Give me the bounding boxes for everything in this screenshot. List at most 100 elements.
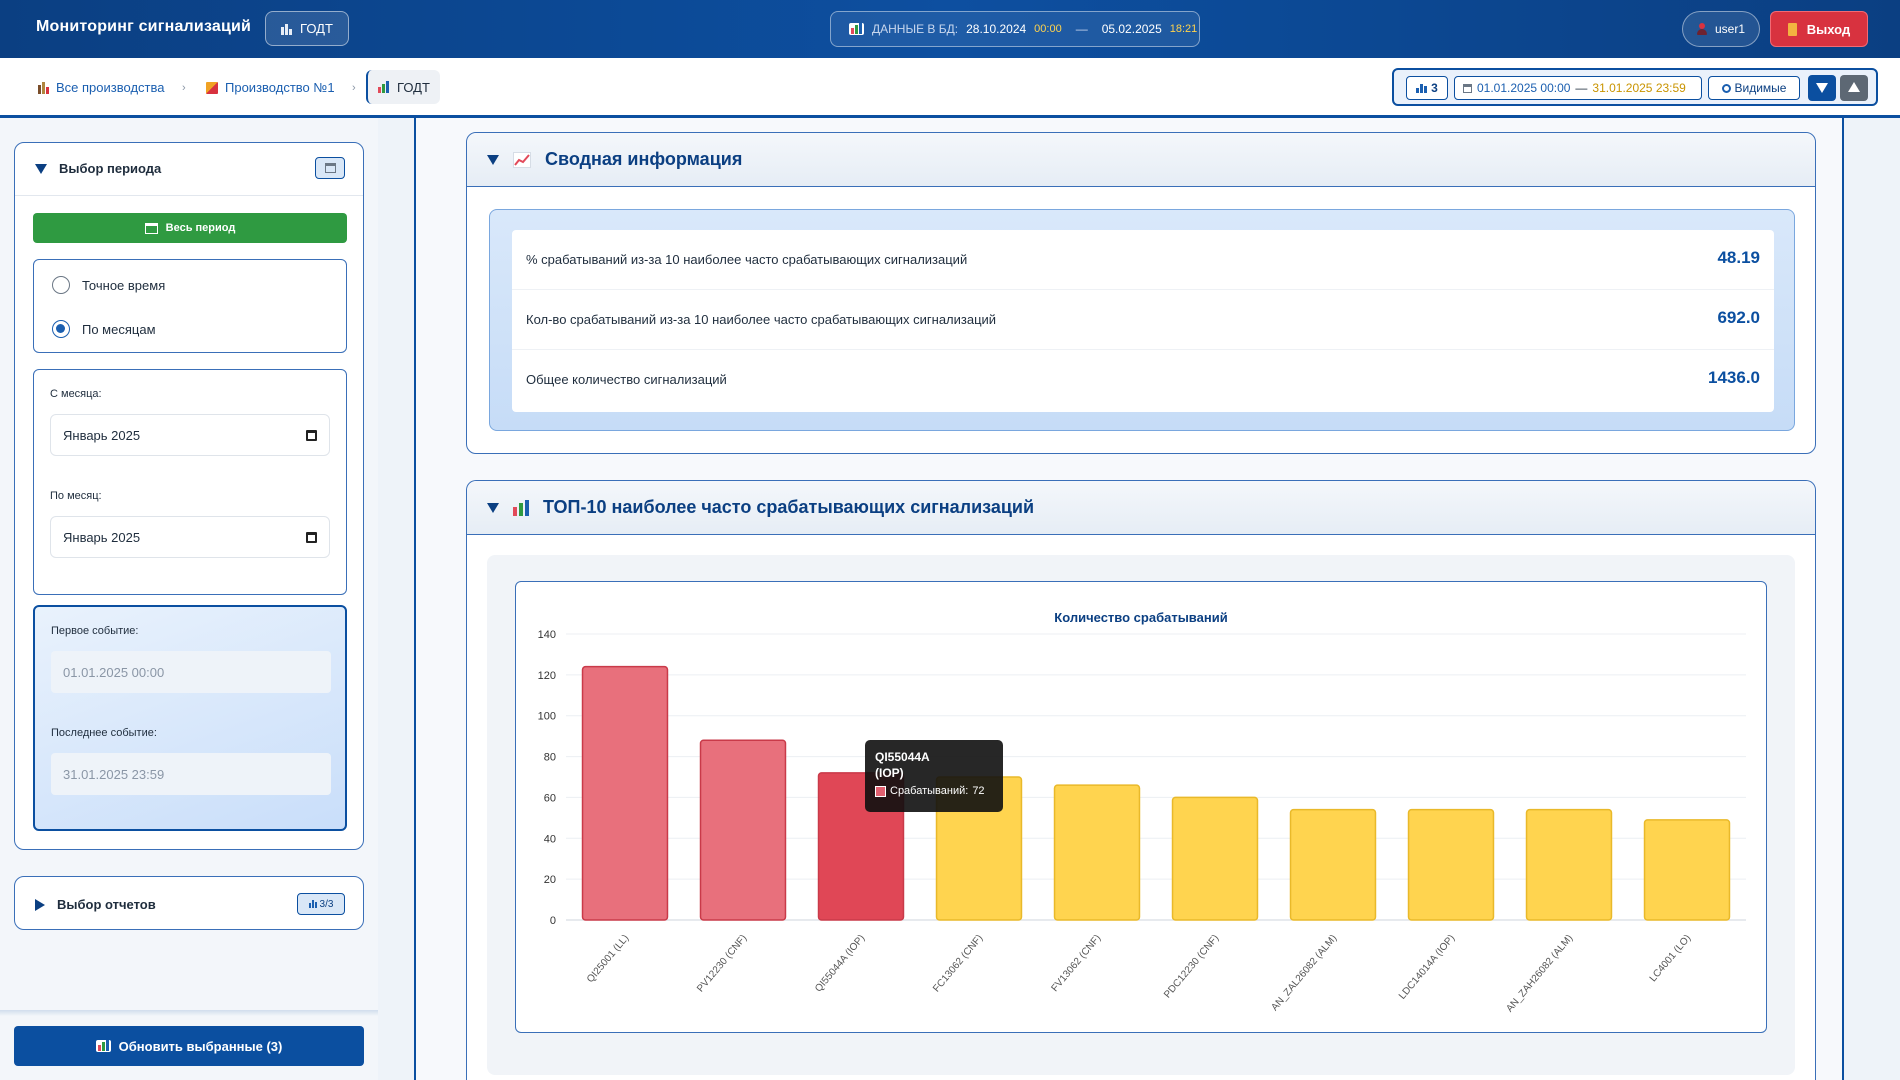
tooltip-title-line1: QI55044A bbox=[875, 750, 930, 764]
chart-bar[interactable] bbox=[699, 739, 787, 921]
calendar-icon bbox=[144, 222, 158, 234]
user-icon bbox=[1696, 23, 1707, 35]
chart-bar[interactable] bbox=[1525, 808, 1613, 921]
tooltip-swatch bbox=[875, 785, 886, 797]
summary-row-label: Общее количество сигнализаций bbox=[526, 372, 727, 387]
chart-bar[interactable] bbox=[1053, 784, 1141, 921]
collapse-triangle-icon bbox=[35, 163, 47, 174]
x-tick-label: LDC14014A (IOP) bbox=[1397, 933, 1457, 1002]
radio-circle[interactable] bbox=[52, 276, 70, 294]
calendar-icon bbox=[1463, 83, 1472, 93]
range-end: 31.01.2025 23:59 bbox=[1592, 81, 1686, 95]
x-tick-label: LC4001 (LO) bbox=[1648, 933, 1694, 984]
chart-bar[interactable] bbox=[1407, 808, 1495, 921]
chart-bar[interactable] bbox=[1289, 808, 1377, 921]
to-month-value: Январь 2025 bbox=[63, 529, 141, 545]
tooltip-series-label: Срабатываний: bbox=[890, 785, 969, 797]
door-icon bbox=[1787, 22, 1797, 36]
collapse-all-button[interactable] bbox=[1840, 75, 1868, 101]
events-range-box: Первое событие: 01.01.2025 00:00 Последн… bbox=[33, 605, 347, 831]
magnifier-icon bbox=[1721, 83, 1731, 93]
tooltip-value: 72 bbox=[972, 785, 985, 797]
tooltip-row: Срабатываний: 72 bbox=[875, 785, 993, 797]
summary-row-value: 692.0 bbox=[1717, 308, 1760, 327]
calendar-icon[interactable] bbox=[306, 532, 317, 543]
collapse-triangle-icon bbox=[487, 154, 499, 165]
to-month-input[interactable]: Январь 2025 bbox=[50, 516, 330, 558]
radio-circle-selected[interactable] bbox=[52, 320, 70, 338]
last-event-field: 31.01.2025 23:59 bbox=[51, 753, 331, 795]
y-tick-label: 60 bbox=[544, 792, 556, 804]
first-event-value: 01.01.2025 00:00 bbox=[63, 664, 165, 680]
factory-icon bbox=[38, 81, 49, 94]
expand-triangle-icon bbox=[35, 898, 45, 911]
whole-period-label: Весь период bbox=[165, 222, 236, 234]
radio-by-months[interactable]: По месяцам bbox=[52, 320, 156, 338]
summary-section-header[interactable]: Сводная информация bbox=[467, 133, 1815, 187]
breadcrumb-item-plant-1[interactable]: Производство №1 bbox=[206, 80, 335, 95]
construction-icon bbox=[206, 81, 218, 94]
db-label: ДАННЫЕ В БД: bbox=[872, 22, 959, 36]
breadcrumb-item-all-plants[interactable]: Все производства bbox=[38, 80, 164, 95]
summary-row: Кол-во срабатываний из-за 10 наиболее ча… bbox=[512, 290, 1774, 350]
radio-exact-time[interactable]: Точное время bbox=[52, 276, 165, 294]
user-button[interactable]: user1 bbox=[1682, 11, 1760, 47]
chart-bar[interactable] bbox=[1171, 796, 1259, 921]
breadcrumb-separator: › bbox=[182, 82, 186, 94]
last-event-label: Последнее событие: bbox=[51, 727, 157, 739]
y-tick-label: 100 bbox=[538, 711, 556, 723]
db-start-date: 28.10.2024 bbox=[966, 22, 1027, 36]
top10-section-header[interactable]: ТОП-10 наиболее часто срабатывающих сигн… bbox=[467, 481, 1815, 535]
reports-card[interactable]: Выбор отчетов 3/3 bbox=[14, 876, 364, 930]
y-tick-label: 140 bbox=[538, 629, 556, 641]
summary-row-label: Кол-во срабатываний из-за 10 наиболее ча… bbox=[526, 312, 997, 327]
bar-chart: Количество срабатываний 0 20 40 60 80 100 120 1… bbox=[538, 610, 1746, 1014]
from-month-label: С месяца: bbox=[50, 388, 102, 400]
month-range-box: С месяца: Январь 2025 По месяц: Январь 2… bbox=[33, 369, 347, 595]
collapse-triangle-icon bbox=[487, 502, 499, 513]
y-tick-label: 40 bbox=[544, 833, 556, 845]
chart-title: Количество срабатываний bbox=[1054, 610, 1227, 625]
visible-filter-button[interactable]: Видимые bbox=[1708, 76, 1800, 100]
date-range-filter[interactable]: 01.01.2025 00:00 — 31.01.2025 23:59 bbox=[1454, 76, 1702, 100]
reports-badge[interactable]: 3/3 bbox=[297, 893, 345, 915]
calendar-icon[interactable] bbox=[306, 430, 317, 441]
chart-icon bbox=[95, 1040, 111, 1052]
summary-row: Общее количество сигнализаций 1436.0 bbox=[512, 350, 1774, 410]
summary-row-label: % срабатываний из-за 10 наиболее часто с… bbox=[526, 252, 968, 267]
summary-list: % срабатываний из-за 10 наиболее часто с… bbox=[512, 230, 1774, 412]
whole-period-button[interactable]: Весь период bbox=[33, 213, 347, 243]
report-count-badge[interactable]: 3 bbox=[1406, 76, 1448, 100]
breadcrumb-separator: › bbox=[352, 82, 356, 94]
refresh-selected-button[interactable]: Обновить выбранные (3) bbox=[14, 1026, 364, 1066]
radio-months-label: По месяцам bbox=[82, 321, 156, 337]
summary-panel: % срабатываний из-за 10 наиболее часто с… bbox=[489, 209, 1795, 431]
x-tick-label: QI55044A (IOP) bbox=[813, 933, 867, 995]
app-title: Мониторинг сигнализаций bbox=[36, 18, 252, 35]
chart-tooltip: QI55044A (IOP) Срабатываний: 72 bbox=[865, 740, 1003, 812]
chart-bar[interactable] bbox=[1643, 819, 1731, 921]
divider bbox=[0, 1010, 378, 1016]
period-card-header[interactable]: Выбор периода bbox=[35, 161, 161, 176]
period-calendar-button[interactable] bbox=[315, 157, 345, 179]
refresh-selected-label: Обновить выбранные (3) bbox=[118, 1038, 283, 1054]
x-tick-label: FV13062 (CNF) bbox=[1050, 933, 1104, 994]
chart-bar[interactable] bbox=[581, 665, 669, 921]
top-bar: Мониторинг сигнализаций ГОДТ ДАННЫЕ В БД… bbox=[0, 0, 1900, 58]
plant-button[interactable]: ГОДТ bbox=[265, 11, 349, 46]
x-tick-label: PV12230 (CNF) bbox=[695, 933, 749, 995]
logout-button[interactable]: Выход bbox=[1770, 11, 1868, 47]
breadcrumb-current-label: ГОДТ bbox=[397, 79, 430, 95]
expand-all-button[interactable] bbox=[1808, 75, 1836, 101]
divider bbox=[15, 195, 363, 196]
logout-label: Выход bbox=[1806, 21, 1851, 37]
x-tick-label: AN_ZAL26082 (ALM) bbox=[1269, 933, 1339, 1013]
reports-card-header[interactable]: Выбор отчетов bbox=[35, 897, 156, 912]
from-month-value: Январь 2025 bbox=[63, 427, 141, 443]
from-month-input[interactable]: Январь 2025 bbox=[50, 414, 330, 456]
period-card: Выбор периода Весь период Точное время П… bbox=[14, 142, 364, 850]
chart-icon bbox=[849, 23, 864, 35]
reports-badge-label: 3/3 bbox=[319, 898, 334, 910]
range-dash: — bbox=[1575, 81, 1588, 95]
factory-icon bbox=[281, 23, 293, 35]
